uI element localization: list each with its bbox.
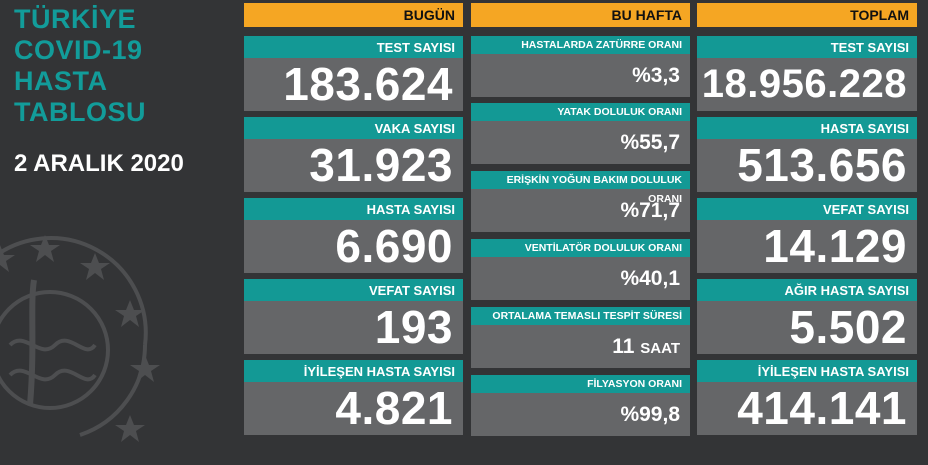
today-death-cell: VEFAT SAYISI 193 xyxy=(244,279,463,354)
value-number: 11 xyxy=(612,335,635,358)
total-death-cell: VEFAT SAYISI 14.129 xyxy=(697,198,917,273)
cell-label: VEFAT SAYISI xyxy=(697,198,917,220)
cell-value: %99,8 xyxy=(620,403,680,426)
total-recovered-cell: İYİLEŞEN HASTA SAYISI 414.141 xyxy=(697,360,917,435)
cell-value: 18.956.228 xyxy=(701,62,907,106)
today-patient-cell: HASTA SAYISI 6.690 xyxy=(244,198,463,273)
cell-label: TEST SAYISI xyxy=(697,36,917,58)
total-header: TOPLAM xyxy=(697,3,917,27)
total-severe-cell: AĞIR HASTA SAYISI 5.502 xyxy=(697,279,917,354)
cell-label: VAKA SAYISI xyxy=(244,117,463,139)
cell-label: YATAK DOLULUK ORANI xyxy=(471,103,690,121)
today-case-cell: VAKA SAYISI 31.923 xyxy=(244,117,463,192)
cell-value: %55,7 xyxy=(620,131,680,154)
cell-label: FİLYASYON ORANI xyxy=(471,375,690,393)
cell-label: AĞIR HASTA SAYISI xyxy=(697,279,917,301)
cell-value: 193 xyxy=(374,301,453,353)
cell-label: ORTALAMA TEMASLI TESPİT SÜRESİ xyxy=(471,307,690,325)
cell-value: %40,1 xyxy=(620,267,680,290)
ministry-of-health-emblem-icon xyxy=(0,235,160,442)
cell-value: %71,7 xyxy=(620,199,680,222)
cell-value: %3,3 xyxy=(632,64,680,87)
bed-occupancy-cell: YATAK DOLULUK ORANI %55,7 xyxy=(471,103,690,164)
cell-value: 14.129 xyxy=(763,220,907,272)
title-line: HASTA xyxy=(14,66,108,96)
cell-label: VEFAT SAYISI xyxy=(244,279,463,301)
today-recovered-cell: İYİLEŞEN HASTA SAYISI 4.821 xyxy=(244,360,463,435)
today-header: BUGÜN xyxy=(244,3,463,27)
cell-value: 4.821 xyxy=(335,382,453,434)
cell-label: HASTA SAYISI xyxy=(697,117,917,139)
total-patient-cell: HASTA SAYISI 513.656 xyxy=(697,117,917,192)
cell-label: HASTALARDA ZATÜRRE ORANI xyxy=(471,36,690,54)
cell-label: HASTA SAYISI xyxy=(244,198,463,220)
cell-value: 183.624 xyxy=(283,58,453,110)
total-column: TOPLAM TEST SAYISI 18.956.228 HASTA SAYI… xyxy=(697,3,917,435)
cell-value: 6.690 xyxy=(335,220,453,272)
cell-value: 513.656 xyxy=(737,139,907,191)
cell-value: 5.502 xyxy=(789,301,907,353)
report-date: 2 ARALIK 2020 xyxy=(14,150,184,177)
cell-value: 11 SAAT xyxy=(471,325,690,368)
cell-label: İYİLEŞEN HASTA SAYISI xyxy=(244,360,463,382)
title-line: TÜRKİYE xyxy=(14,4,137,34)
icu-occupancy-cell: ERİŞKİN YOĞUN BAKIM DOLULUK ORANI %71,7 xyxy=(471,171,690,232)
this-week-column: BU HAFTA HASTALARDA ZATÜRRE ORANI %3,3 Y… xyxy=(471,3,690,436)
cell-label: VENTİLATÖR DOLULUK ORANI xyxy=(471,239,690,257)
title-line: COVID-19 xyxy=(14,35,143,65)
pneumonia-rate-cell: HASTALARDA ZATÜRRE ORANI %3,3 xyxy=(471,36,690,97)
cell-value: 414.141 xyxy=(737,382,907,434)
page-title: TÜRKİYE COVID-19 HASTA TABLOSU xyxy=(14,4,146,128)
cell-label: ERİŞKİN YOĞUN BAKIM DOLULUK ORANI xyxy=(471,171,690,205)
this-week-header: BU HAFTA xyxy=(471,3,690,27)
contact-detection-time-cell: ORTALAMA TEMASLI TESPİT SÜRESİ 11 SAAT xyxy=(471,307,690,368)
cell-label: İYİLEŞEN HASTA SAYISI xyxy=(697,360,917,382)
value-unit: SAAT xyxy=(640,340,680,357)
ventilator-occupancy-cell: VENTİLATÖR DOLULUK ORANI %40,1 xyxy=(471,239,690,300)
cell-label: TEST SAYISI xyxy=(244,36,463,58)
cell-value: 31.923 xyxy=(309,139,453,191)
total-test-cell: TEST SAYISI 18.956.228 xyxy=(697,36,917,111)
today-column: BUGÜN TEST SAYISI 183.624 VAKA SAYISI 31… xyxy=(244,3,463,435)
today-test-cell: TEST SAYISI 183.624 xyxy=(244,36,463,111)
title-line: TABLOSU xyxy=(14,97,146,127)
filiation-rate-cell: FİLYASYON ORANI %99,8 xyxy=(471,375,690,436)
